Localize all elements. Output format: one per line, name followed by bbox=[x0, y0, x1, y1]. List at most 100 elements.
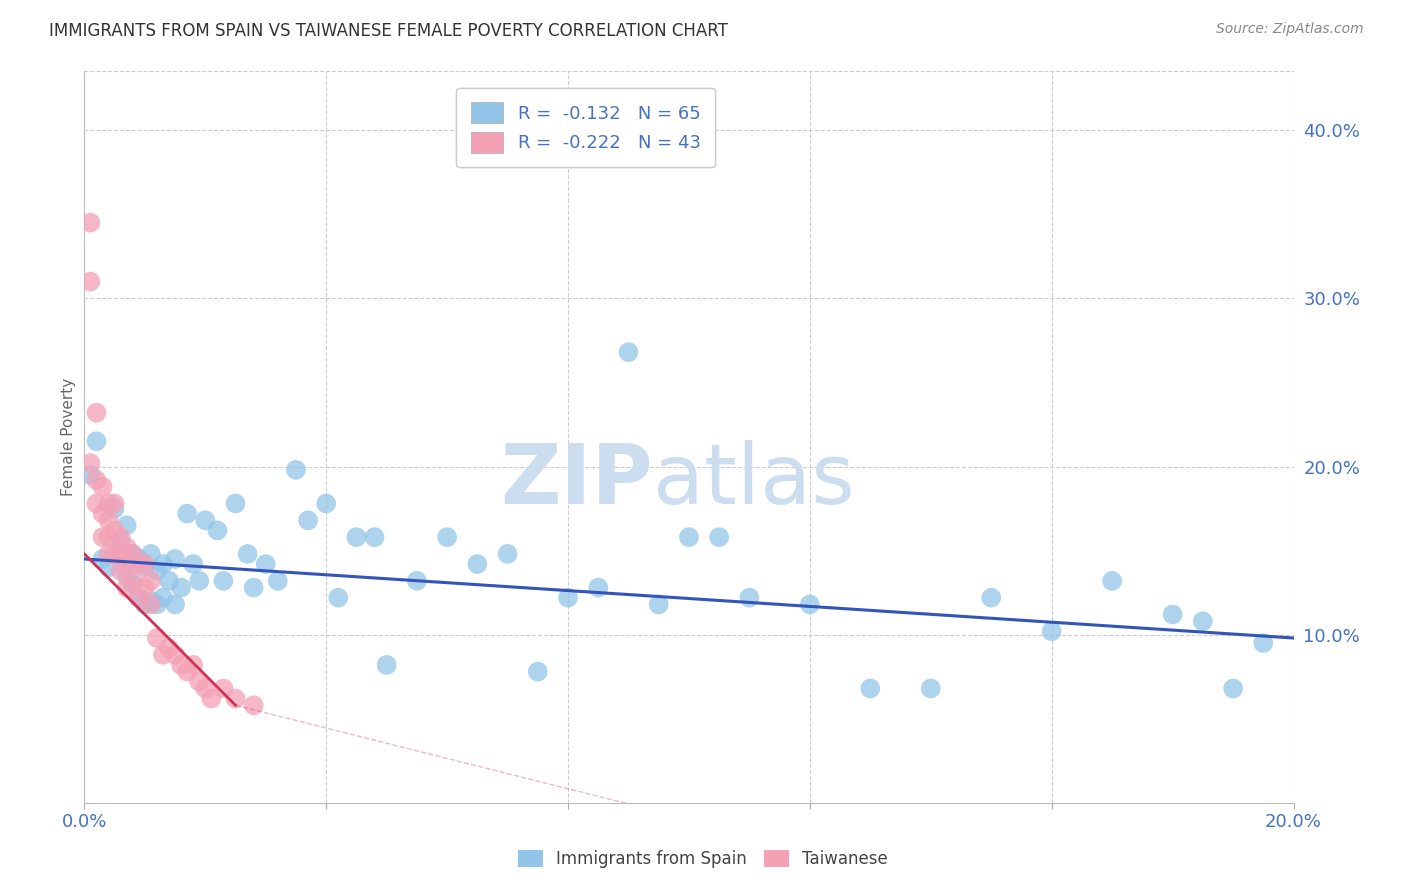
Point bbox=[212, 681, 235, 696]
Point bbox=[115, 518, 138, 533]
Point bbox=[165, 552, 187, 566]
Point bbox=[110, 547, 132, 561]
Point bbox=[242, 581, 264, 595]
Point bbox=[188, 674, 211, 689]
Legend: R =  -0.132   N = 65, R =  -0.222   N = 43: R = -0.132 N = 65, R = -0.222 N = 43 bbox=[456, 87, 716, 168]
Point bbox=[225, 691, 247, 706]
Point bbox=[165, 598, 187, 612]
Point bbox=[86, 496, 108, 510]
Text: Source: ZipAtlas.com: Source: ZipAtlas.com bbox=[1216, 22, 1364, 37]
Point bbox=[97, 547, 120, 561]
Point bbox=[91, 480, 114, 494]
Point bbox=[315, 496, 337, 510]
Text: ZIP: ZIP bbox=[501, 441, 652, 522]
Point bbox=[436, 530, 458, 544]
Point bbox=[648, 598, 671, 612]
Point bbox=[86, 406, 108, 420]
Point bbox=[121, 574, 143, 588]
Point bbox=[146, 631, 169, 645]
Point bbox=[79, 467, 101, 482]
Point bbox=[170, 657, 193, 672]
Point bbox=[188, 574, 211, 588]
Point bbox=[134, 581, 156, 595]
Point bbox=[104, 501, 127, 516]
Point bbox=[709, 530, 731, 544]
Point bbox=[97, 496, 120, 510]
Point bbox=[1040, 624, 1063, 639]
Point bbox=[236, 547, 259, 561]
Point bbox=[86, 434, 108, 449]
Point bbox=[588, 581, 610, 595]
Point bbox=[254, 557, 277, 571]
Point bbox=[97, 560, 120, 574]
Point bbox=[91, 552, 114, 566]
Point bbox=[121, 547, 143, 561]
Point bbox=[181, 657, 204, 672]
Point bbox=[86, 473, 108, 487]
Point bbox=[1222, 681, 1244, 696]
Point bbox=[146, 598, 169, 612]
Point bbox=[115, 540, 138, 554]
Point bbox=[128, 591, 150, 605]
Point bbox=[157, 641, 180, 656]
Point bbox=[152, 591, 174, 605]
Point bbox=[110, 535, 132, 549]
Point bbox=[146, 564, 169, 578]
Point bbox=[980, 591, 1002, 605]
Point bbox=[110, 564, 132, 578]
Point bbox=[1253, 636, 1275, 650]
Point bbox=[527, 665, 550, 679]
Point bbox=[242, 698, 264, 713]
Point bbox=[920, 681, 942, 696]
Point bbox=[346, 530, 368, 544]
Point bbox=[128, 552, 150, 566]
Point bbox=[79, 456, 101, 470]
Point bbox=[115, 557, 138, 571]
Point bbox=[128, 557, 150, 571]
Point bbox=[176, 507, 198, 521]
Point bbox=[267, 574, 290, 588]
Point bbox=[194, 681, 217, 696]
Point bbox=[134, 557, 156, 571]
Point bbox=[170, 581, 193, 595]
Point bbox=[104, 496, 127, 510]
Point bbox=[110, 530, 132, 544]
Point bbox=[79, 275, 101, 289]
Point bbox=[496, 547, 519, 561]
Point bbox=[128, 591, 150, 605]
Point bbox=[110, 547, 132, 561]
Point bbox=[207, 524, 229, 538]
Text: atlas: atlas bbox=[652, 441, 855, 522]
Point bbox=[212, 574, 235, 588]
Point bbox=[152, 648, 174, 662]
Point bbox=[139, 547, 162, 561]
Point bbox=[139, 594, 162, 608]
Point bbox=[115, 581, 138, 595]
Point bbox=[176, 665, 198, 679]
Y-axis label: Female Poverty: Female Poverty bbox=[60, 378, 76, 496]
Point bbox=[406, 574, 429, 588]
Point bbox=[134, 598, 156, 612]
Point bbox=[79, 216, 101, 230]
Point bbox=[134, 560, 156, 574]
Point bbox=[285, 463, 308, 477]
Point bbox=[557, 591, 579, 605]
Point bbox=[467, 557, 489, 571]
Point bbox=[328, 591, 350, 605]
Point bbox=[139, 574, 162, 588]
Point bbox=[375, 657, 398, 672]
Point bbox=[91, 530, 114, 544]
Point bbox=[165, 648, 187, 662]
Point bbox=[194, 513, 217, 527]
Text: IMMIGRANTS FROM SPAIN VS TAIWANESE FEMALE POVERTY CORRELATION CHART: IMMIGRANTS FROM SPAIN VS TAIWANESE FEMAL… bbox=[49, 22, 728, 40]
Point bbox=[97, 530, 120, 544]
Point bbox=[157, 574, 180, 588]
Point bbox=[97, 513, 120, 527]
Point bbox=[104, 524, 127, 538]
Point bbox=[617, 345, 640, 359]
Point bbox=[121, 547, 143, 561]
Point bbox=[225, 496, 247, 510]
Point bbox=[91, 507, 114, 521]
Point bbox=[738, 591, 761, 605]
Point bbox=[1101, 574, 1123, 588]
